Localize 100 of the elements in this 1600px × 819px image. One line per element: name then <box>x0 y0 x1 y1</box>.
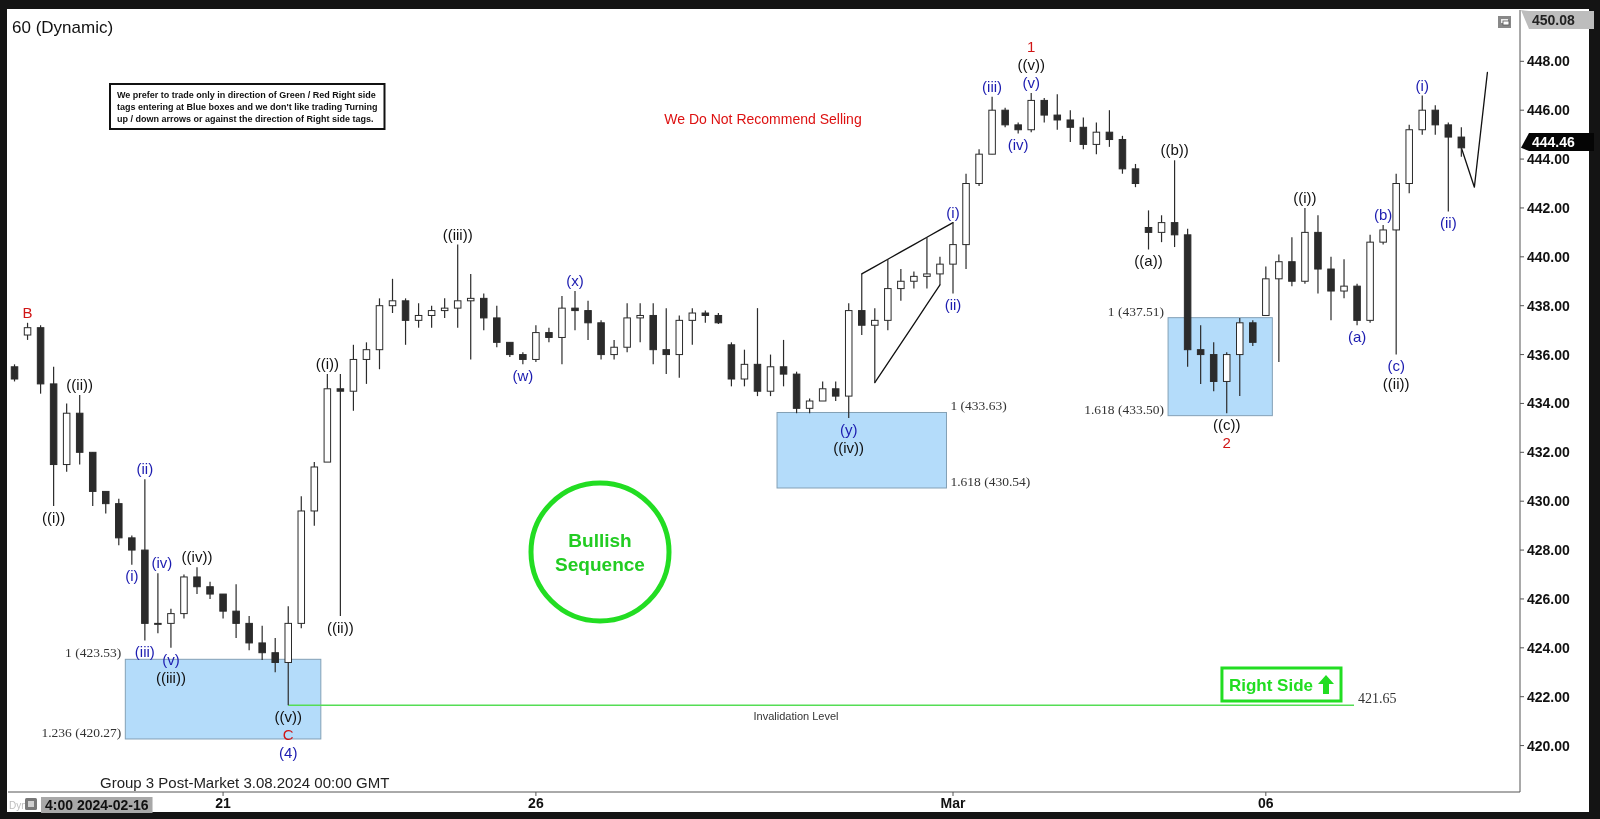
y-tick-label: 420.00 <box>1527 737 1571 754</box>
candlestick <box>897 268 905 302</box>
annotation: (i) <box>1415 76 1429 94</box>
candlestick <box>388 278 397 314</box>
annotation: (v) <box>1022 74 1040 92</box>
candlestick <box>1144 209 1153 251</box>
y-tick-label: 440.00 <box>1527 248 1571 265</box>
candlestick <box>1379 224 1387 246</box>
annotation: (i) <box>125 567 139 585</box>
candlestick <box>167 608 175 649</box>
annotation: (ii) <box>1439 214 1457 232</box>
annotation: (v) <box>162 650 180 668</box>
candlestick <box>1170 159 1179 248</box>
candlestick <box>102 490 110 515</box>
text: 60 (Dynamic) <box>12 18 114 37</box>
annotation: 1 <box>1027 38 1036 56</box>
candlestick <box>1066 109 1075 143</box>
candlestick <box>128 534 136 566</box>
candlestick <box>1275 253 1283 363</box>
candlestick <box>910 270 918 290</box>
candlestick <box>1131 163 1140 188</box>
candlestick <box>154 572 162 634</box>
annotation: We Do Not Recommend Selling <box>664 111 862 127</box>
candlestick <box>1053 93 1062 131</box>
candlestick <box>1092 121 1101 155</box>
candlestick <box>818 380 827 402</box>
annotation: ((i)) <box>1293 188 1317 206</box>
ref-line-label: 421.65 <box>1358 691 1397 707</box>
annotation: Bullish Sequence <box>555 530 645 575</box>
candlestick <box>571 290 579 331</box>
candlestick <box>584 300 592 341</box>
annotation: (c) <box>1387 357 1405 375</box>
candlestick <box>336 373 345 617</box>
y-tick-label: 430.00 <box>1527 493 1571 510</box>
candlestick <box>740 349 749 387</box>
annotation: ((ii)) <box>327 618 354 636</box>
annotation: (ii) <box>136 460 154 478</box>
x-tick-label: 26 <box>528 795 544 811</box>
candlestick <box>1327 256 1335 321</box>
y-tick-label: 424.00 <box>1527 639 1571 656</box>
y-tick-label: 444.00 <box>1527 151 1571 168</box>
candlestick <box>1288 236 1296 287</box>
y-tick-label: 436.00 <box>1527 346 1571 363</box>
annotation: ((i)) <box>41 508 66 526</box>
y-tick-label: 446.00 <box>1527 102 1571 119</box>
candlestick <box>480 292 488 331</box>
annotation: (iv) <box>151 554 173 572</box>
candlestick <box>414 302 423 329</box>
annotation: We prefer to trade only in direction of Green / Red Right side tags entering at Blue boxes and we don't like trading Turning up / down arrows or against the direction of Right side tags. <box>117 90 378 124</box>
candlestick <box>232 583 240 639</box>
candlestick <box>688 307 697 346</box>
candlestick <box>636 302 644 343</box>
annotation: 1.236 (420.27) <box>41 724 122 740</box>
annotation: 1 (423.53) <box>65 645 122 661</box>
annotation: B <box>22 303 33 321</box>
candlestick <box>258 625 266 661</box>
candlestick <box>362 341 371 385</box>
candlestick <box>610 339 618 361</box>
annotation: Invalidation Level <box>753 710 839 722</box>
candlestick <box>1001 107 1009 128</box>
candlestick <box>949 222 957 295</box>
annotation: ((i)) <box>315 355 340 373</box>
candlestick <box>1196 324 1205 385</box>
annotation: (iv) <box>1007 136 1029 154</box>
line-series <box>874 284 941 384</box>
annotation: ((ii)) <box>66 375 94 393</box>
annotation: ((a)) <box>1134 252 1163 270</box>
y-tick-label: 422.00 <box>1527 688 1571 705</box>
annotation: (ii) <box>944 296 962 314</box>
text: 450.08 <box>1532 12 1576 28</box>
y-tick-label: 426.00 <box>1527 590 1571 607</box>
y-tick-label: 448.00 <box>1527 53 1571 70</box>
candlestick <box>831 380 840 402</box>
annotation: 1 (433.63) <box>950 398 1007 414</box>
candlestick <box>923 236 931 290</box>
candlestick <box>1079 116 1088 150</box>
candlestick <box>1444 121 1453 213</box>
annotation: (w) <box>512 367 534 385</box>
candlestick <box>858 273 866 336</box>
candlestick <box>466 273 475 361</box>
annotation: (4) <box>279 743 298 761</box>
annotation: ((iv)) <box>833 438 865 456</box>
annotation: ((v)) <box>1017 56 1045 74</box>
candlestick <box>871 307 879 384</box>
candlestick <box>245 615 253 651</box>
candlestick <box>1040 97 1048 124</box>
annotation: (y) <box>839 420 858 438</box>
y-tick-label: 434.00 <box>1527 395 1571 412</box>
annotation: 2 <box>1222 433 1231 451</box>
candlestick <box>219 593 227 620</box>
candlestick <box>1457 126 1466 158</box>
annotation: (b) <box>1373 206 1393 224</box>
candlestick <box>779 339 788 387</box>
line-series <box>861 221 954 275</box>
candlestick <box>401 297 410 346</box>
candlestick <box>936 256 944 286</box>
annotation: (x) <box>566 272 584 290</box>
x-tick-label: Mar <box>940 795 966 811</box>
annotation: ((ii)) <box>1382 375 1410 393</box>
candlestick <box>1431 104 1440 136</box>
